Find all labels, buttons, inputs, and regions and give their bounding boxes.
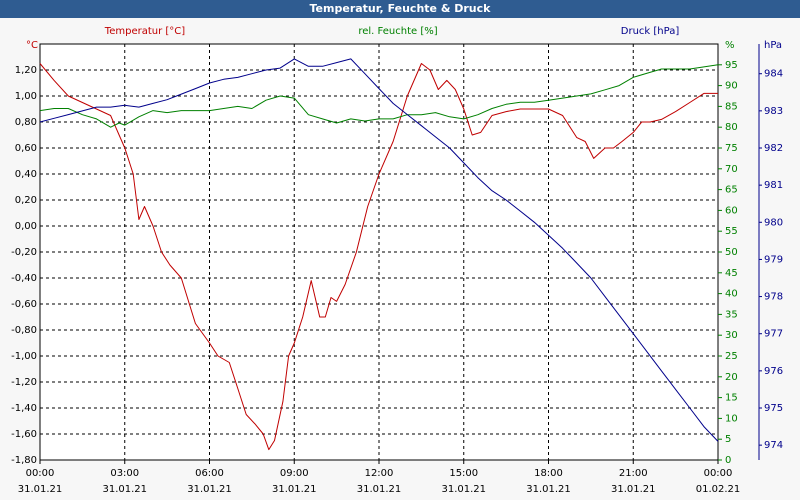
temp-axis-title: Temperatur [°C] bbox=[104, 26, 185, 37]
x-tick-label-time: 00:00 bbox=[704, 468, 733, 479]
humidity-tick-label: 10 bbox=[725, 413, 738, 424]
humidity-tick-label: 65 bbox=[725, 185, 738, 196]
pressure-tick-label: 982 bbox=[764, 143, 783, 154]
pressure-unit-label: hPa bbox=[764, 40, 782, 51]
humidity-tick-label: 15 bbox=[725, 393, 738, 404]
humidity-tick-label: 75 bbox=[725, 143, 738, 154]
series-line-press bbox=[39, 58, 719, 442]
chart-title: Temperatur, Feuchte & Druck bbox=[0, 0, 800, 18]
temp-tick-label: -1,60 bbox=[11, 429, 37, 440]
humidity-unit-label: % bbox=[725, 40, 735, 51]
humidity-tick-label: 30 bbox=[725, 330, 738, 341]
x-tick-label-date: 31.01.21 bbox=[441, 484, 486, 495]
temp-tick-label: -0,60 bbox=[11, 299, 37, 310]
humidity-axis-title: rel. Feuchte [%] bbox=[358, 26, 437, 37]
temp-tick-label: -1,80 bbox=[11, 455, 37, 466]
pressure-tick-label: 974 bbox=[764, 440, 783, 451]
humidity-tick-label: 25 bbox=[725, 351, 738, 362]
humidity-tick-label: 20 bbox=[725, 372, 738, 383]
humidity-tick-label: 40 bbox=[725, 289, 738, 300]
pressure-tick-label: 981 bbox=[764, 180, 783, 191]
humidity-tick-label: 50 bbox=[725, 247, 738, 258]
grid bbox=[40, 44, 718, 461]
x-tick-label-date: 31.01.21 bbox=[611, 484, 656, 495]
temp-unit-label: °C bbox=[26, 40, 38, 51]
humidity-tick-label: 0 bbox=[725, 455, 731, 466]
x-tick-label-time: 06:00 bbox=[195, 468, 224, 479]
chart: 00:00 31.01.21 03:00 31.01.21 06:00 31.01.21 0… bbox=[0, 18, 800, 500]
humidity-tick-label: 35 bbox=[725, 309, 738, 320]
temp-tick-label: -1,40 bbox=[11, 403, 37, 414]
temp-tick-label: 0,40 bbox=[15, 169, 37, 180]
temp-tick-label: 0,20 bbox=[15, 195, 37, 206]
x-tick-label-time: 09:00 bbox=[280, 468, 309, 479]
temp-tick-label: -0,40 bbox=[11, 273, 37, 284]
x-tick-label-date: 31.01.21 bbox=[272, 484, 317, 495]
humidity-tick-label: 45 bbox=[725, 268, 738, 279]
humidity-tick-label: 90 bbox=[725, 81, 738, 92]
pressure-tick-label: 979 bbox=[764, 254, 783, 265]
x-tick-label-date: 31.01.21 bbox=[357, 484, 402, 495]
temp-tick-label: -0,20 bbox=[11, 247, 37, 258]
x-tick-label-time: 12:00 bbox=[365, 468, 394, 479]
x-tick-label-time: 21:00 bbox=[619, 468, 648, 479]
series-group bbox=[39, 58, 719, 451]
x-tick-label-date: 31.01.21 bbox=[187, 484, 232, 495]
temp-tick-label: 1,20 bbox=[15, 65, 37, 76]
pressure-tick-label: 978 bbox=[764, 292, 783, 303]
humidity-tick-label: 70 bbox=[725, 164, 738, 175]
pressure-tick-label: 975 bbox=[764, 403, 783, 414]
pressure-tick-label: 977 bbox=[764, 329, 783, 340]
labels: 00:00 31.01.21 03:00 31.01.21 06:00 31.01.21 0… bbox=[11, 26, 783, 495]
x-tick-label-date: 31.01.21 bbox=[102, 484, 147, 495]
temp-tick-label: 0,00 bbox=[15, 221, 37, 232]
humidity-tick-label: 80 bbox=[725, 122, 738, 133]
x-tick-label-time: 00:00 bbox=[26, 468, 55, 479]
humidity-tick-label: 55 bbox=[725, 226, 738, 237]
temp-tick-label: 0,60 bbox=[15, 143, 37, 154]
pressure-tick-label: 976 bbox=[764, 366, 783, 377]
temp-tick-label: 0,80 bbox=[15, 117, 37, 128]
x-tick-label-time: 15:00 bbox=[449, 468, 478, 479]
humidity-tick-label: 95 bbox=[725, 60, 738, 71]
temp-tick-label: -1,20 bbox=[11, 377, 37, 388]
pressure-axis-title: Druck [hPa] bbox=[621, 26, 680, 37]
humidity-tick-label: 5 bbox=[725, 434, 731, 445]
x-tick-label-date: 31.01.21 bbox=[526, 484, 571, 495]
temp-tick-label: -0,80 bbox=[11, 325, 37, 336]
humidity-tick-label: 60 bbox=[725, 205, 738, 216]
x-tick-label-date: 31.01.21 bbox=[18, 484, 63, 495]
pressure-tick-label: 983 bbox=[764, 106, 783, 117]
series-line-hum bbox=[39, 64, 719, 128]
series-line-temp bbox=[39, 63, 718, 451]
temp-tick-label: -1,00 bbox=[11, 351, 37, 362]
temp-tick-label: 1,00 bbox=[15, 91, 37, 102]
x-tick-label-time: 18:00 bbox=[534, 468, 563, 479]
pressure-tick-label: 984 bbox=[764, 69, 783, 80]
humidity-tick-label: 85 bbox=[725, 101, 738, 112]
x-tick-label-time: 03:00 bbox=[110, 468, 139, 479]
x-tick-label-date: 01.02.21 bbox=[696, 484, 741, 495]
axes bbox=[39, 44, 762, 464]
pressure-tick-label: 980 bbox=[764, 217, 783, 228]
